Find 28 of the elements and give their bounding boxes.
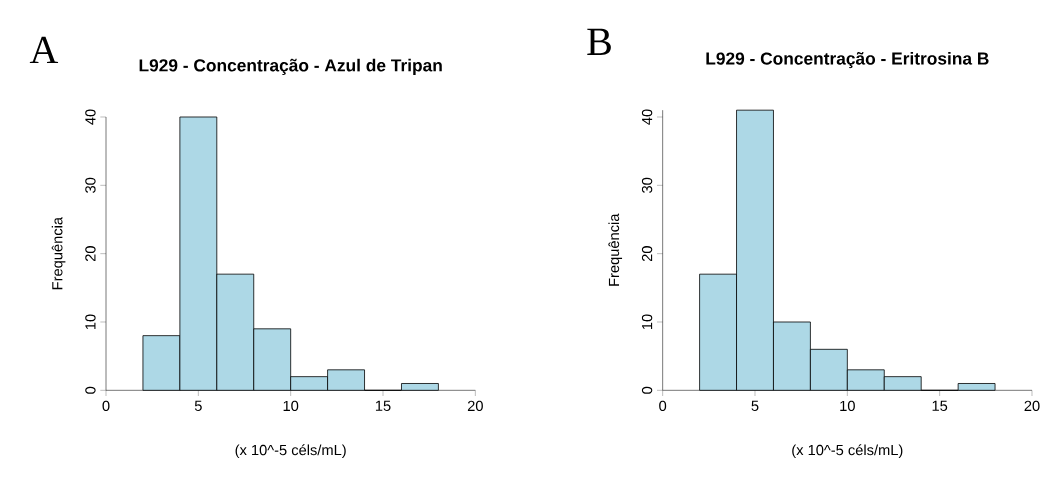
- y-tick-label: 10: [641, 314, 653, 330]
- y-axis-title: Frequência: [51, 216, 66, 290]
- chart-title: L929 - Concentração - Eritrosina B: [706, 51, 989, 69]
- text: B: [587, 28, 611, 56]
- text: A: [29, 36, 59, 64]
- y-axis-title: Frequência: [608, 213, 623, 286]
- y-tick-label: 0: [641, 386, 653, 394]
- x-tick-label: 0: [102, 400, 110, 412]
- chart-title: L929 - Concentração - Azul de Tripan: [139, 58, 442, 75]
- y-tick-label: 40: [641, 109, 653, 125]
- x-tick-label: 15: [375, 400, 391, 411]
- x-axis-title: (x 10^-5 céls/mL): [235, 444, 346, 459]
- x-tick-label: 0: [659, 400, 667, 412]
- y-tick-label: 30: [85, 177, 96, 193]
- x-axis-title: (x 10^-5 céls/mL): [792, 444, 903, 459]
- y-tick-label: 40: [85, 109, 96, 125]
- x-tick-label: 5: [751, 400, 759, 411]
- y-tick-label: 20: [641, 246, 653, 262]
- x-tick-label: 20: [1024, 400, 1040, 412]
- y-tick-label: 0: [85, 386, 96, 394]
- y-tick-label: 20: [85, 246, 96, 262]
- x-tick-label: 5: [194, 400, 202, 411]
- x-tick-label: 10: [283, 400, 299, 412]
- x-tick-label: 10: [840, 400, 855, 412]
- y-tick-label: 10: [85, 314, 96, 330]
- x-tick-label: 20: [467, 400, 483, 412]
- x-tick-label: 15: [932, 400, 948, 411]
- y-tick-label: 30: [641, 177, 653, 193]
